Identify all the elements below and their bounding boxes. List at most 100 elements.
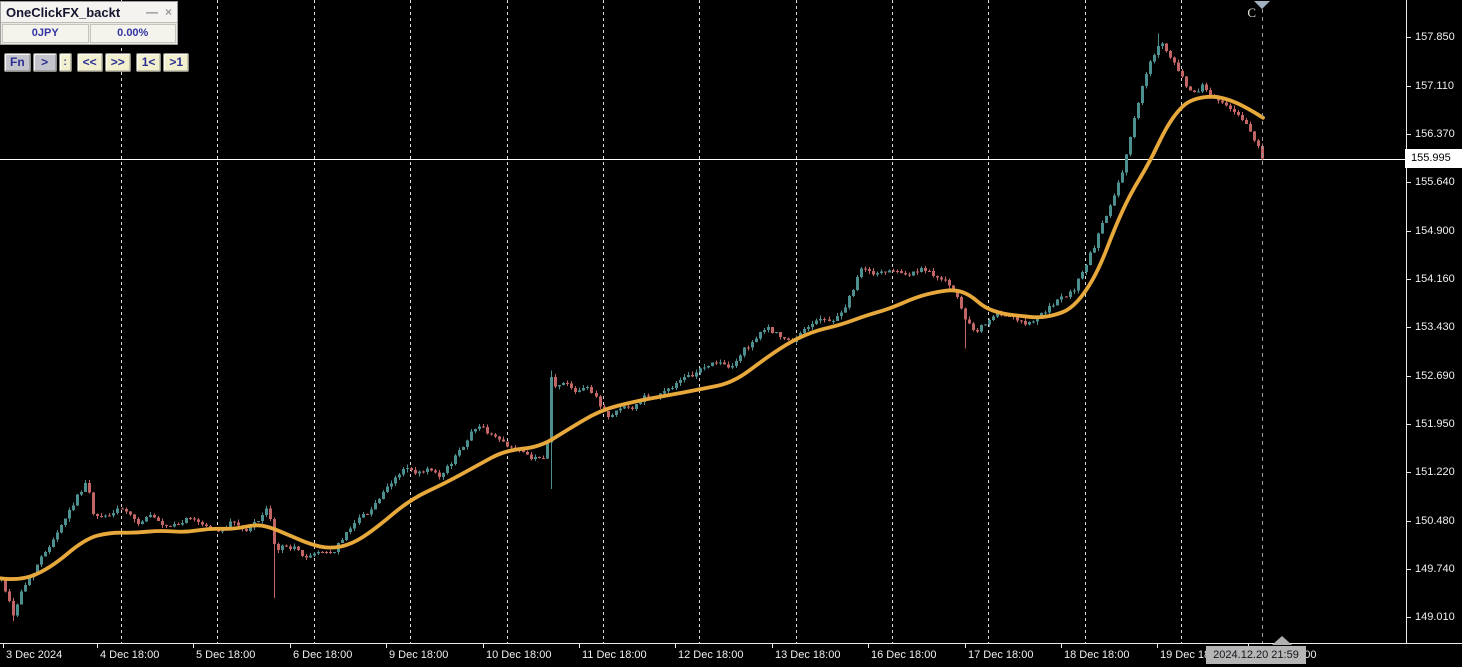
candle-body (675, 382, 678, 388)
candle-body (611, 414, 614, 417)
candle-body (285, 545, 288, 547)
price-axis-label: 149.740 (1415, 563, 1455, 576)
close-icon[interactable]: × (164, 5, 172, 19)
candle-body (586, 387, 589, 389)
candle-body (707, 366, 710, 368)
price-axis-label: 151.950 (1415, 418, 1455, 431)
candle-body (422, 471, 425, 473)
candle-body (1245, 120, 1248, 124)
candle-body (141, 521, 144, 524)
candle-body (787, 338, 790, 340)
price-axis-label: 157.850 (1415, 31, 1455, 43)
candle-body (683, 377, 686, 380)
candle-body (398, 474, 401, 478)
candle-body (988, 319, 991, 325)
candle-body (161, 520, 164, 526)
minimize-icon[interactable]: — (145, 5, 158, 19)
candle-body (406, 467, 409, 470)
candle-body (940, 277, 943, 280)
candle-body (40, 556, 43, 565)
candle-body (848, 295, 851, 308)
candle-body (900, 271, 903, 273)
profit-percent-value: 0.00% (89, 24, 176, 43)
candle-body (1125, 154, 1128, 173)
candle-body (856, 277, 859, 290)
candle-body (434, 470, 437, 473)
candle-body (526, 451, 529, 455)
step-button[interactable]: > (32, 53, 57, 72)
candle-body (880, 271, 883, 274)
candle-body (1024, 320, 1027, 325)
time-axis-label: 16 Dec 18:00 (871, 649, 937, 661)
candle-body (647, 395, 650, 397)
candle-body (1073, 290, 1076, 292)
fn-button[interactable]: Fn (4, 53, 31, 72)
candle-body (1137, 103, 1140, 119)
candle-body (450, 463, 453, 467)
candle-body (1205, 84, 1208, 91)
candle-body (872, 270, 875, 275)
price-axis-label: 154.900 (1415, 224, 1455, 237)
candle-body (1157, 46, 1160, 55)
candle-body (530, 454, 533, 460)
candle-body (819, 318, 822, 321)
candle-body (1052, 305, 1055, 307)
candle-body (996, 313, 999, 317)
price-axis-label: 149.010 (1415, 611, 1455, 623)
candle-body (860, 268, 863, 278)
candle-body (1197, 91, 1200, 93)
time-axis[interactable]: 2024.12.20 21:59 3 Dec 2024 4 Dec 18:00 5 … (0, 636, 1462, 667)
time-axis-tick (193, 644, 194, 648)
candle-body (466, 440, 469, 447)
candle-body (16, 604, 19, 616)
candlestick-chart[interactable]: C (0, 0, 1406, 643)
candle-body (631, 407, 634, 409)
candle-body (133, 514, 136, 520)
speed-spinner[interactable]: : (58, 53, 72, 72)
candle-body (438, 472, 441, 478)
candle-body (992, 316, 995, 320)
candle-body (386, 486, 389, 492)
time-axis-label: 11 Dec 18:00 (582, 649, 647, 661)
candle-body (844, 307, 847, 313)
candle-body (1145, 74, 1148, 86)
candle-body (723, 362, 726, 365)
price-axis[interactable]: 157.850 157.110 156.370 155.640 154.900 154.1… (1405, 0, 1462, 643)
time-axis-tick (579, 644, 580, 648)
candle-body (44, 552, 47, 557)
candle-body (414, 470, 417, 474)
price-axis-tick (1407, 472, 1411, 473)
price-axis-label: 154.160 (1415, 273, 1455, 286)
candle-body (735, 361, 738, 367)
panel-stats-row: 0JPY 0.00% (1, 23, 177, 44)
price-axis-tick (1407, 327, 1411, 328)
candle-body (293, 546, 296, 549)
candle-body (313, 553, 316, 556)
candle-body (205, 524, 208, 527)
candle-body (486, 426, 489, 434)
candle-body (442, 473, 445, 478)
candle-body (390, 483, 393, 487)
candle-body (1261, 145, 1264, 159)
candle-body (522, 450, 525, 452)
forward-button[interactable]: >> (104, 53, 131, 72)
rewind-button[interactable]: << (76, 53, 103, 72)
back-one-button[interactable]: 1< (135, 53, 162, 72)
candle-body (181, 523, 184, 525)
forward-one-button[interactable]: >1 (163, 53, 190, 72)
candle-body (305, 555, 308, 558)
candle-body (1249, 123, 1252, 132)
time-axis-label: 6 Dec 18:00 (293, 649, 353, 661)
candle-body (454, 455, 457, 464)
candle-body (1169, 50, 1172, 58)
panel-title-bar[interactable]: OneClickFX_backt — × (1, 2, 177, 23)
candle-body (888, 270, 891, 273)
candle-body (1069, 291, 1072, 298)
candle-body (815, 320, 818, 324)
time-axis-tick (772, 644, 773, 648)
backtester-panel[interactable]: OneClickFX_backt — × 0JPY 0.00% (0, 1, 178, 45)
candle-body (562, 382, 565, 386)
candle-body (807, 327, 810, 329)
price-axis-tick (1407, 569, 1411, 571)
candle-body (281, 545, 284, 551)
